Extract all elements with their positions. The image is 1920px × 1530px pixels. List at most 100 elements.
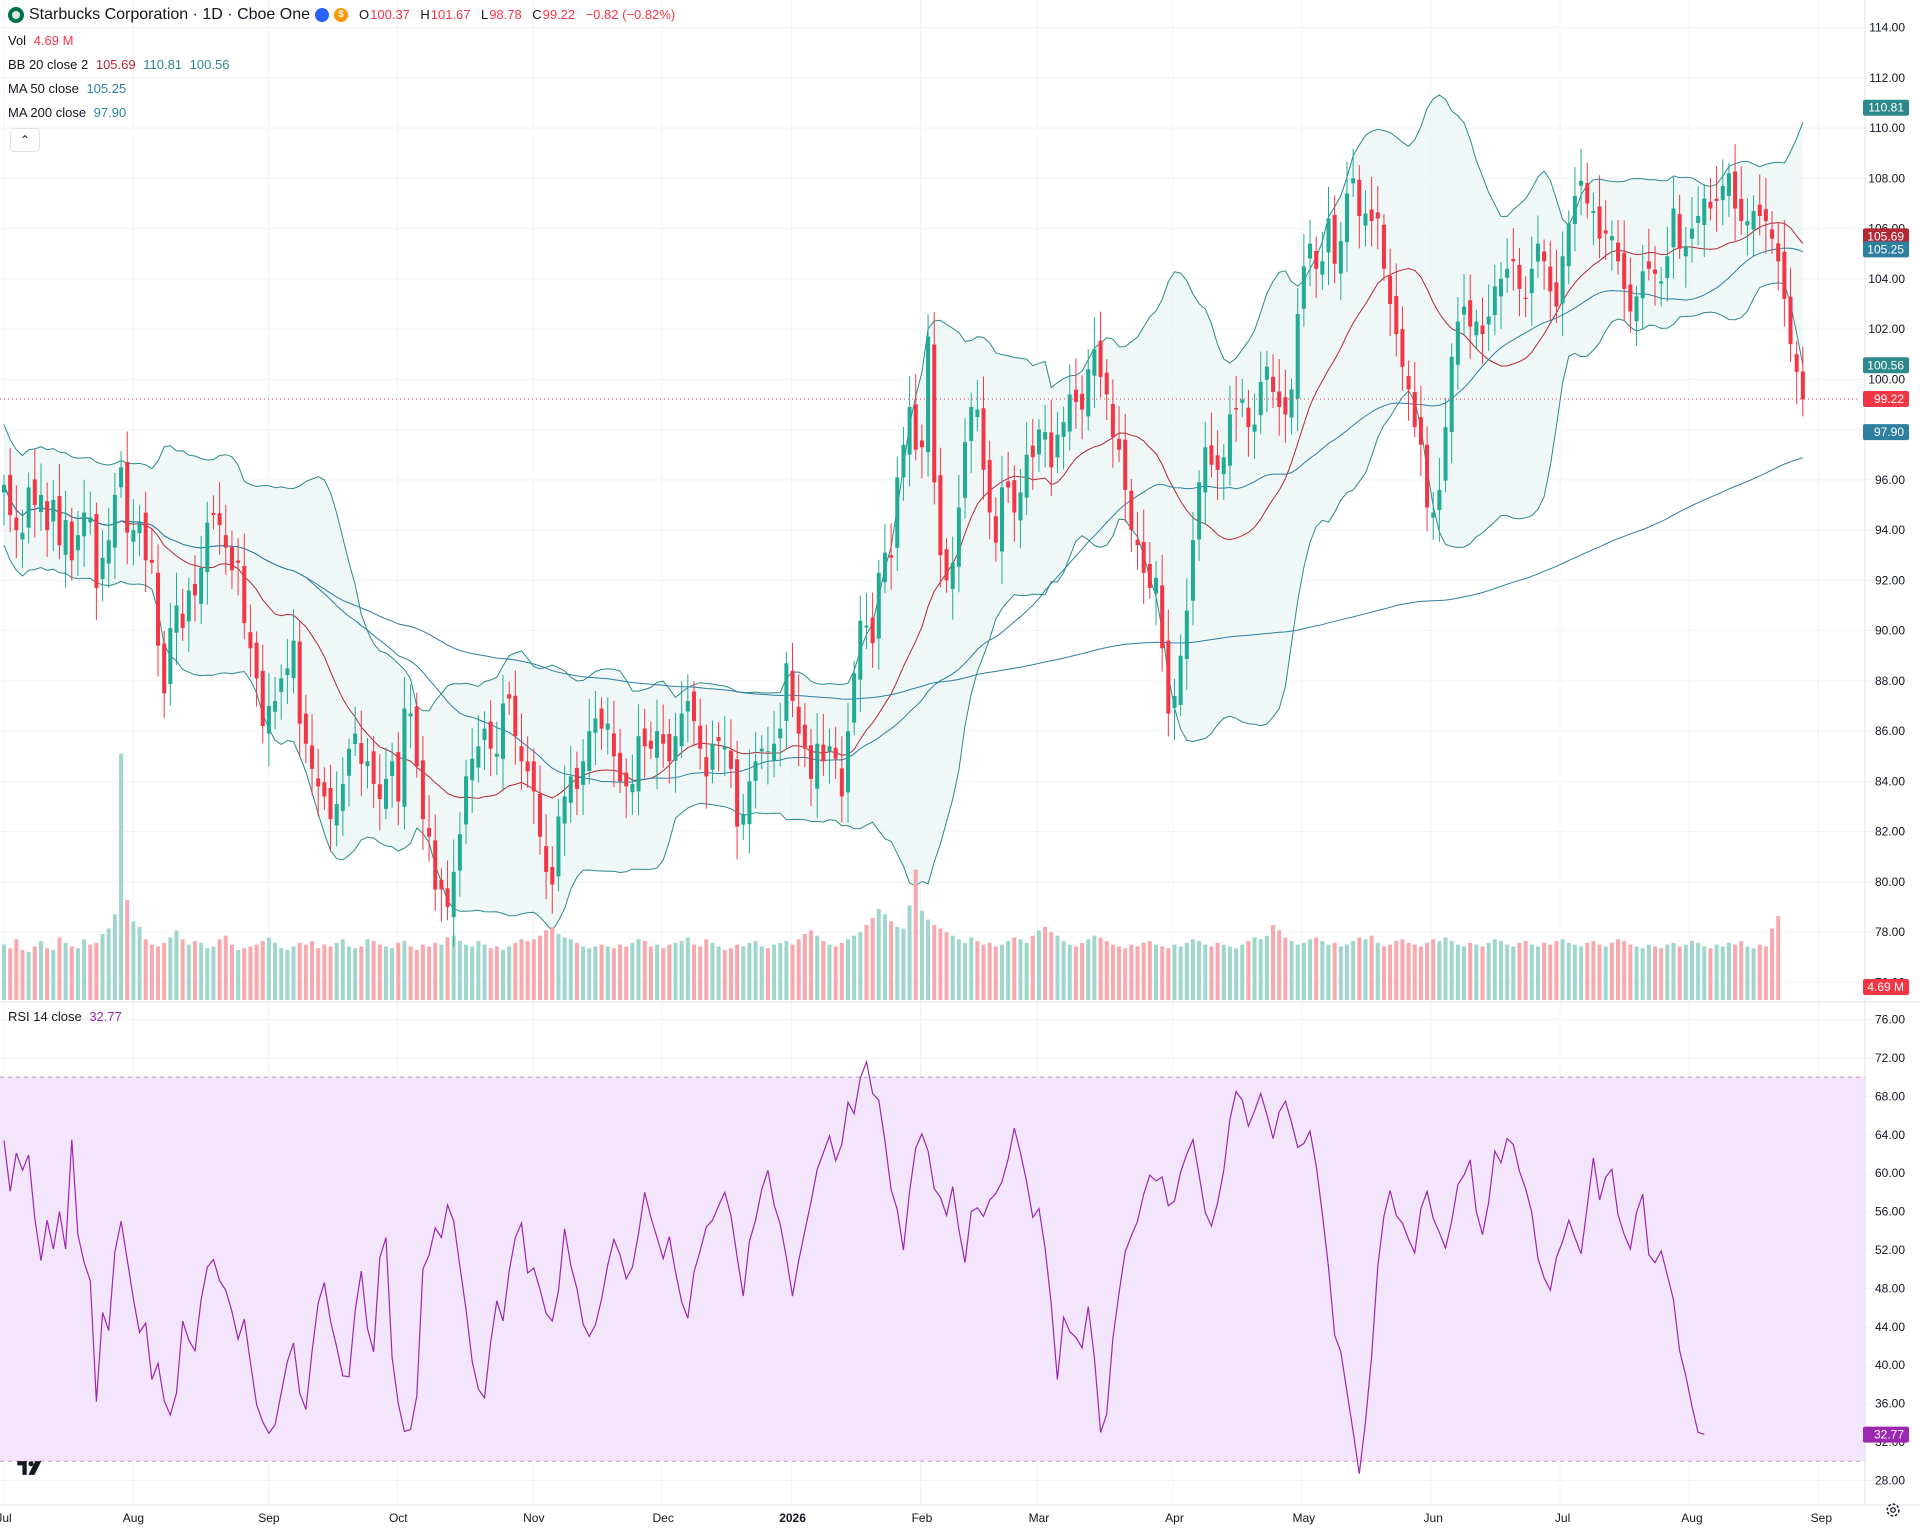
candle bbox=[642, 708, 647, 778]
ma50-legend[interactable]: MA 50 close 105.25 bbox=[8, 80, 126, 98]
symbol-title[interactable]: Starbucks Corporation · 1D · Cboe One bbox=[29, 6, 311, 23]
candle-body bbox=[562, 796, 567, 824]
candle bbox=[266, 673, 271, 767]
candle-body bbox=[858, 620, 863, 680]
volume-bar bbox=[1240, 944, 1245, 1000]
candle-body bbox=[1098, 340, 1103, 377]
volume-bar bbox=[82, 939, 87, 1000]
basis-tag: 105.69 bbox=[1867, 229, 1904, 243]
volume-bar bbox=[464, 944, 469, 1000]
candle bbox=[839, 736, 844, 823]
bb-basis-value: 105.69 bbox=[95, 57, 136, 72]
candle bbox=[383, 747, 388, 820]
candle-body bbox=[1073, 389, 1078, 402]
candle bbox=[950, 536, 955, 620]
candle bbox=[987, 440, 992, 540]
rsi-legend[interactable]: RSI 14 close 32.77 bbox=[8, 1008, 122, 1026]
candle-body bbox=[938, 475, 943, 556]
volume-bar bbox=[568, 939, 573, 1000]
volume-bar bbox=[1344, 944, 1349, 1000]
candle bbox=[377, 754, 382, 831]
collapse-legend-button[interactable]: ⌃ bbox=[10, 128, 40, 152]
candle-body bbox=[1739, 198, 1744, 222]
volume-bar bbox=[839, 942, 844, 1000]
volume-bar bbox=[334, 942, 339, 1000]
volume-bar bbox=[544, 930, 549, 1000]
candle-body bbox=[266, 706, 271, 734]
candle bbox=[1400, 306, 1405, 391]
volume-bar bbox=[1572, 944, 1577, 1000]
volume-bar bbox=[636, 939, 641, 1000]
price-tick-label: 78.00 bbox=[1875, 925, 1905, 939]
volume-bar bbox=[1677, 946, 1682, 1000]
candle-body bbox=[1640, 271, 1645, 299]
candle bbox=[611, 700, 616, 788]
candle bbox=[1646, 228, 1651, 281]
candle bbox=[180, 588, 185, 641]
volume-bar bbox=[611, 948, 616, 1000]
volume-bar bbox=[1178, 946, 1183, 1000]
candle bbox=[581, 739, 586, 816]
candle bbox=[1640, 244, 1645, 330]
candle-body bbox=[1234, 408, 1239, 410]
candle-body bbox=[519, 746, 524, 762]
candle bbox=[1800, 346, 1805, 417]
candle-body bbox=[254, 642, 259, 679]
candle bbox=[20, 509, 25, 569]
candle bbox=[420, 736, 425, 851]
candle bbox=[1480, 297, 1485, 365]
candle bbox=[716, 721, 721, 772]
candle-body bbox=[229, 547, 234, 571]
candle-body bbox=[932, 344, 937, 483]
ma200-legend[interactable]: MA 200 close 97.90 bbox=[8, 104, 126, 122]
volume-bar bbox=[1338, 946, 1343, 1000]
candle bbox=[784, 651, 789, 750]
candle-body bbox=[168, 628, 173, 685]
vol-legend[interactable]: Vol 4.69 M bbox=[8, 32, 73, 50]
candle bbox=[1381, 214, 1386, 281]
volume-bar bbox=[907, 905, 912, 1000]
volume-bar bbox=[1720, 946, 1725, 1000]
candle-body bbox=[815, 743, 820, 789]
candle bbox=[1301, 233, 1306, 327]
bb-lower-tag: 100.56 bbox=[1867, 358, 1904, 372]
candle-body bbox=[322, 782, 327, 797]
candle-body bbox=[1363, 213, 1368, 226]
ma50-tag: 105.25 bbox=[1867, 242, 1904, 256]
candle-body bbox=[1147, 563, 1152, 588]
candle-body bbox=[131, 530, 136, 542]
volume-bar bbox=[1431, 939, 1436, 1000]
candle-body bbox=[950, 562, 955, 590]
volume-bar bbox=[143, 939, 148, 1000]
candle-body bbox=[1720, 185, 1725, 201]
volume-bar bbox=[735, 944, 740, 1000]
candle bbox=[685, 674, 690, 743]
bb-legend[interactable]: BB 20 close 2 105.69 110.81 100.56 bbox=[8, 56, 229, 74]
candle-body bbox=[1708, 201, 1713, 209]
candle bbox=[69, 507, 74, 581]
high-label: H bbox=[420, 7, 430, 22]
candle bbox=[451, 839, 456, 948]
candle-body bbox=[537, 793, 542, 837]
bb-lower-value: 100.56 bbox=[189, 57, 230, 72]
candle-body bbox=[75, 535, 80, 551]
time-tick-label: May bbox=[1293, 1511, 1316, 1525]
settings-gear-icon[interactable] bbox=[1884, 1501, 1902, 1519]
candle-body bbox=[14, 517, 19, 531]
candle bbox=[1782, 219, 1787, 327]
candle bbox=[1080, 375, 1085, 440]
candle bbox=[1418, 385, 1423, 477]
volume-bar bbox=[217, 939, 222, 1000]
candle bbox=[704, 724, 709, 809]
volume-bar bbox=[1622, 941, 1627, 1000]
candle-body bbox=[1443, 427, 1448, 481]
volume-bar bbox=[1646, 944, 1651, 1000]
candle-body bbox=[1745, 221, 1750, 226]
volume-bar bbox=[1597, 944, 1602, 1000]
candle-body bbox=[1104, 372, 1109, 395]
volume-bar bbox=[1092, 935, 1097, 1000]
tradingview-logo-icon[interactable] bbox=[14, 1456, 48, 1480]
candle bbox=[1560, 231, 1565, 337]
volume-bar bbox=[1745, 946, 1750, 1000]
